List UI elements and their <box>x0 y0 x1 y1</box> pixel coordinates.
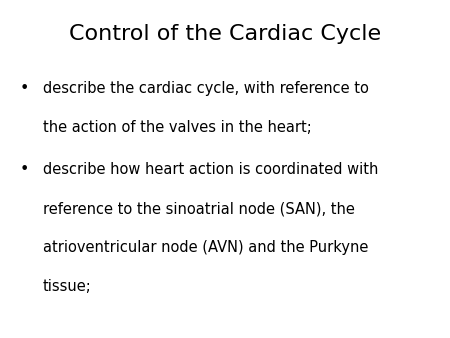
Text: describe the cardiac cycle, with reference to: describe the cardiac cycle, with referen… <box>43 81 369 96</box>
Text: describe how heart action is coordinated with: describe how heart action is coordinated… <box>43 162 378 177</box>
Text: •: • <box>20 81 29 96</box>
Text: tissue;: tissue; <box>43 279 91 294</box>
Text: Control of the Cardiac Cycle: Control of the Cardiac Cycle <box>69 24 381 44</box>
Text: the action of the valves in the heart;: the action of the valves in the heart; <box>43 120 311 135</box>
Text: reference to the sinoatrial node (SAN), the: reference to the sinoatrial node (SAN), … <box>43 201 355 216</box>
Text: atrioventricular node (AVN) and the Purkyne: atrioventricular node (AVN) and the Purk… <box>43 240 368 255</box>
Text: •: • <box>20 162 29 177</box>
